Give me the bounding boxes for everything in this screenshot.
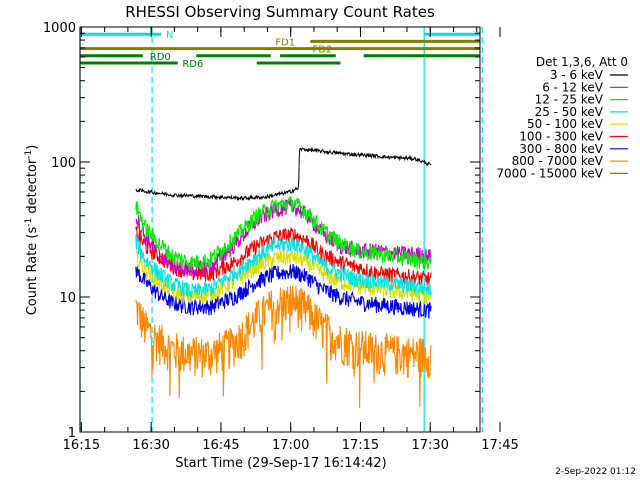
footer-timestamp: 2-Sep-2022 01:12 bbox=[555, 467, 636, 477]
x-axis-label: Start Time (29-Sep-17 16:14:42) bbox=[175, 456, 386, 471]
legend-label: 12 - 25 keV bbox=[535, 93, 604, 107]
x-axis: 16:15 16:30 16:45 17:00 17:15 17:30 17:45 bbox=[63, 27, 519, 453]
series-line bbox=[135, 199, 432, 277]
flag-bar-label: FD2 bbox=[313, 45, 333, 56]
vertical-markers bbox=[79, 27, 483, 432]
legend-label: 800 - 7000 keV bbox=[512, 154, 604, 168]
y-tick-label: 10 bbox=[59, 291, 76, 306]
series-line bbox=[135, 234, 432, 298]
y-tick-label: 100 bbox=[51, 156, 76, 171]
y-axis-label: Count Rate (s-1 detector-1) bbox=[24, 145, 40, 316]
legend-header: Det 1,3,6, Att 0 bbox=[536, 55, 628, 69]
y-axis: 1 10 100 1000 bbox=[43, 21, 480, 441]
legend-label: 25 - 50 keV bbox=[535, 105, 604, 119]
legend-label: 7000 - 15000 keV bbox=[496, 166, 603, 180]
legend-label: 300 - 800 keV bbox=[519, 142, 603, 156]
x-tick-label: 17:45 bbox=[481, 438, 518, 453]
legend-label: 3 - 6 keV bbox=[550, 68, 604, 82]
flag-bar-label: RD0 bbox=[150, 52, 171, 63]
x-tick-label: 17:30 bbox=[411, 438, 448, 453]
x-tick-label: 16:30 bbox=[132, 438, 169, 453]
flag-bars: N FD1 FD2 RD0 RD6 bbox=[80, 30, 480, 70]
series-line bbox=[135, 147, 432, 202]
y-tick-label: 1000 bbox=[43, 21, 76, 36]
series-line bbox=[135, 285, 432, 409]
x-tick-label: 16:45 bbox=[202, 438, 239, 453]
chart-title: RHESSI Observing Summary Count Rates bbox=[125, 3, 435, 21]
series-line bbox=[135, 263, 432, 319]
x-tick-label: 17:00 bbox=[272, 438, 309, 453]
x-tick-label: 16:15 bbox=[63, 438, 100, 453]
series-line bbox=[135, 196, 432, 271]
flag-bar-label: FD1 bbox=[275, 37, 295, 48]
plot-frame bbox=[79, 26, 481, 433]
legend-label: 100 - 300 keV bbox=[519, 130, 603, 144]
y-tick-label: 1 bbox=[68, 426, 76, 441]
flag-bar-label: N bbox=[166, 30, 173, 41]
series-lines bbox=[135, 147, 432, 409]
legend-label: 50 - 100 keV bbox=[527, 117, 604, 131]
legend-label: 6 - 12 keV bbox=[542, 80, 604, 94]
flag-bar-label: RD6 bbox=[182, 59, 203, 70]
x-tick-label: 17:15 bbox=[342, 438, 379, 453]
